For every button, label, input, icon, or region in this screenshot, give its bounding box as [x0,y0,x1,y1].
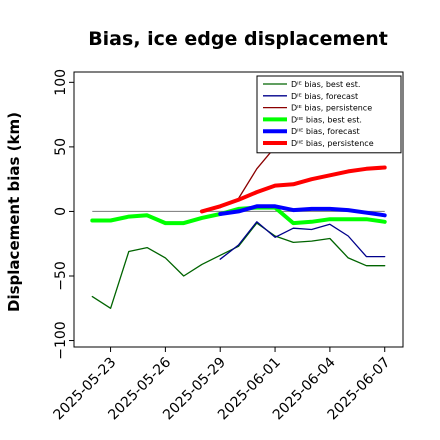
y-tick-label: 50 [53,138,69,156]
legend-label: Dᴵᴱ bias, persistence [291,104,372,113]
y-tick-label: 100 [53,69,69,96]
series-line-6 [199,165,387,214]
series-line-5 [218,204,387,218]
y-tick-label: −50 [53,261,69,291]
y-tick-label: 0 [53,207,69,216]
legend: Dᴵᴱ bias, best est. Dᴵᴱ bias, forecast Dᴵᴱ… [256,75,402,154]
series-line-4 [90,205,387,226]
y-axis: −100 −50 0 50 100 [53,69,74,360]
plot-frame [73,71,404,348]
chart-title: Bias, ice edge displacement [88,28,388,50]
series-line-2 [219,221,386,260]
legend-label: Dᴵᴵᴱ bias, forecast [291,127,360,136]
y-tick-label: −100 [53,321,69,359]
y-axis-label: Displacement bias (km) [5,112,23,312]
series-line-1 [91,222,386,309]
legend-label: Dᴵᴱ bias, best est. [291,80,360,89]
legend-box [256,75,402,154]
legend-label: Dᴵᴵᴱ bias, persistence [291,139,374,148]
series-layer [90,146,387,309]
legend-label: Dᴵᴵᴱ bias, best est. [291,115,362,124]
legend-label: Dᴵᴱ bias, forecast [291,92,358,101]
